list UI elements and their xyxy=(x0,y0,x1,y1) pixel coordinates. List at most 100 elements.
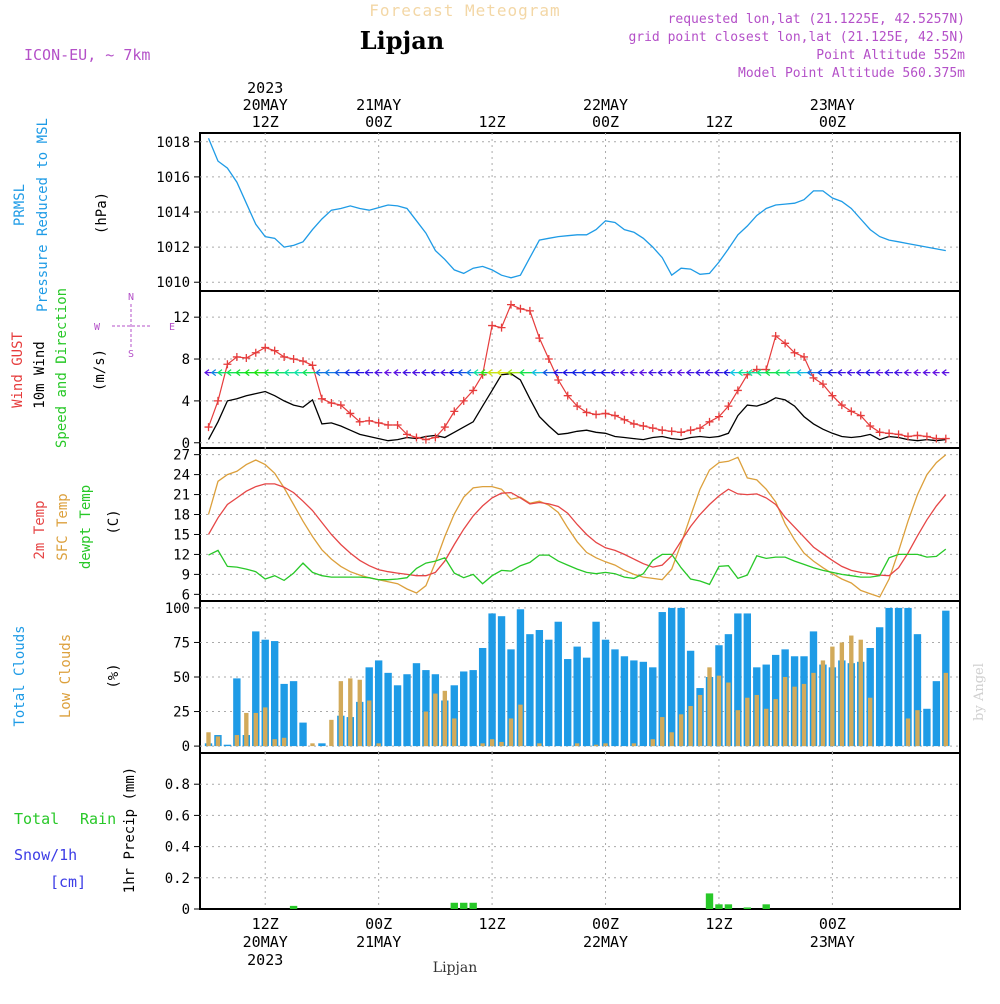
wind-gust-point xyxy=(837,401,846,410)
wind-gust-point xyxy=(620,415,629,424)
total-cloud-bar xyxy=(677,607,685,747)
wind-gust-point xyxy=(346,409,355,418)
low-cloud-bar xyxy=(754,694,759,747)
total-clouds-label: Total Clouds xyxy=(12,625,28,726)
low-cloud-bar xyxy=(764,708,769,747)
wind-gust-point xyxy=(421,435,430,444)
location-title: Lipjan xyxy=(360,26,444,55)
2m-temp-line xyxy=(207,483,947,577)
wind-gust-point xyxy=(639,422,648,431)
total-cloud-bar xyxy=(923,708,931,747)
wind-gust-point xyxy=(459,396,468,405)
rain-bar xyxy=(705,893,714,909)
pressure-ytick-label: 1014 xyxy=(156,205,190,221)
forecast-meteogram-title: Forecast Meteogram xyxy=(369,1,560,20)
wind-direction-arrow xyxy=(941,369,950,377)
rain-bar xyxy=(762,904,770,909)
temp-ytick-label: 6 xyxy=(182,587,190,603)
wind-gust-point xyxy=(677,428,686,437)
pressure-ytick-label: 1010 xyxy=(156,275,190,291)
time-label-bottom: 21MAY xyxy=(356,933,401,951)
grid-point-coords: grid point closest lon,lat (21.125E, 42.… xyxy=(628,30,965,45)
total-cloud-bar xyxy=(639,661,648,747)
total-cloud-bar xyxy=(450,685,458,747)
low-cloud-bar xyxy=(338,681,344,747)
time-label-top: 2023 xyxy=(247,79,283,97)
wind-unit: (m/s) xyxy=(92,349,108,391)
wind-direction-arrow xyxy=(420,369,430,377)
pressure-line xyxy=(207,138,946,279)
low-cloud-bar xyxy=(811,672,816,747)
low-cloud-bar xyxy=(357,679,362,747)
compass-s: S xyxy=(128,349,134,360)
grid-lines xyxy=(200,133,960,910)
time-label-top: 20MAY xyxy=(243,96,288,114)
total-cloud-bar xyxy=(649,667,657,747)
wind-gust-point xyxy=(488,321,497,330)
precip-labels: Total Rain Snow/1h [cm] 1hr Precip (mm) xyxy=(14,767,138,893)
wind-direction-arrow xyxy=(430,369,440,377)
total-cloud-bar xyxy=(601,639,610,747)
wind-gust-point xyxy=(308,361,317,370)
wind-gust-point xyxy=(469,386,478,395)
wind-gust-point xyxy=(696,424,705,433)
pressure-labels: PRMSL Pressure Reduced to MSL (hPa) xyxy=(12,118,110,312)
wind-gust-label: Wind GUST xyxy=(10,332,26,408)
wind-ytick-label: 0 xyxy=(182,436,190,452)
low-cloud-bar xyxy=(480,743,485,747)
wind-gust-point xyxy=(232,352,241,361)
pressure-ytick-label: 1016 xyxy=(156,170,190,186)
wind-gust-point xyxy=(336,401,345,410)
temp-ytick-label: 12 xyxy=(173,547,190,563)
total-cloud-bar xyxy=(478,647,487,747)
temp-unit: (C) xyxy=(106,509,122,534)
total-cloud-bar xyxy=(233,678,241,747)
wind-gust-point xyxy=(374,418,383,427)
plot-marks xyxy=(200,138,960,910)
total-rain-rain: Rain xyxy=(80,810,116,828)
low-cloud-bar xyxy=(263,707,268,747)
time-label-top: 21MAY xyxy=(356,96,401,114)
wind-gust-point xyxy=(610,411,619,420)
wind-gust-point xyxy=(506,300,515,309)
wind-gust-point xyxy=(856,411,865,420)
low-cloud-bar xyxy=(518,704,523,747)
axis-labels: 1010101210141016101804812691215182124270… xyxy=(156,79,855,969)
temp-ytick-label: 15 xyxy=(173,527,190,543)
wind-speed-line xyxy=(207,373,946,442)
wind-direction-arrow xyxy=(657,369,667,377)
wind-gust-point xyxy=(818,380,827,389)
wind-gust-point xyxy=(875,428,884,437)
wind-gust-point xyxy=(629,419,638,428)
wind-labels: Wind GUST 10m Wind Speed and Direction (… xyxy=(10,288,175,448)
wind-gust-point xyxy=(384,420,393,429)
wind-gust-point xyxy=(289,355,298,364)
wind-gust-point xyxy=(431,433,440,442)
wind-gust-point xyxy=(223,360,232,369)
wind-gust-point xyxy=(327,398,336,407)
total-cloud-bar xyxy=(573,646,581,747)
total-cloud-bar xyxy=(422,670,430,747)
wind-direction-arrow xyxy=(676,369,685,377)
time-label-bottom: 23MAY xyxy=(810,933,855,951)
low-cloud-bar xyxy=(858,639,863,747)
total-cloud-bar xyxy=(894,607,903,747)
dewpt-temp-line xyxy=(208,548,947,586)
credit-watermark: by Angel xyxy=(972,663,987,721)
low-cloud-bar xyxy=(820,660,826,747)
wind-direction-arrow xyxy=(875,369,884,377)
low-cloud-bar xyxy=(272,739,277,747)
total-cloud-bar xyxy=(668,607,676,747)
low-cloud-bar xyxy=(234,735,240,747)
low-cloud-bar xyxy=(442,690,448,747)
compass-e: E xyxy=(169,322,175,333)
low-cloud-bar xyxy=(367,700,372,747)
total-cloud-bar xyxy=(270,641,279,747)
wind-direction-arrow xyxy=(638,369,647,377)
temp-ytick-label: 9 xyxy=(182,567,190,583)
total-cloud-bar xyxy=(734,613,742,747)
wind-gust-point xyxy=(393,420,402,429)
time-label-top: 23MAY xyxy=(810,96,855,114)
wind-gust-point xyxy=(894,430,903,439)
time-label-bottom: 20MAY xyxy=(243,933,288,951)
